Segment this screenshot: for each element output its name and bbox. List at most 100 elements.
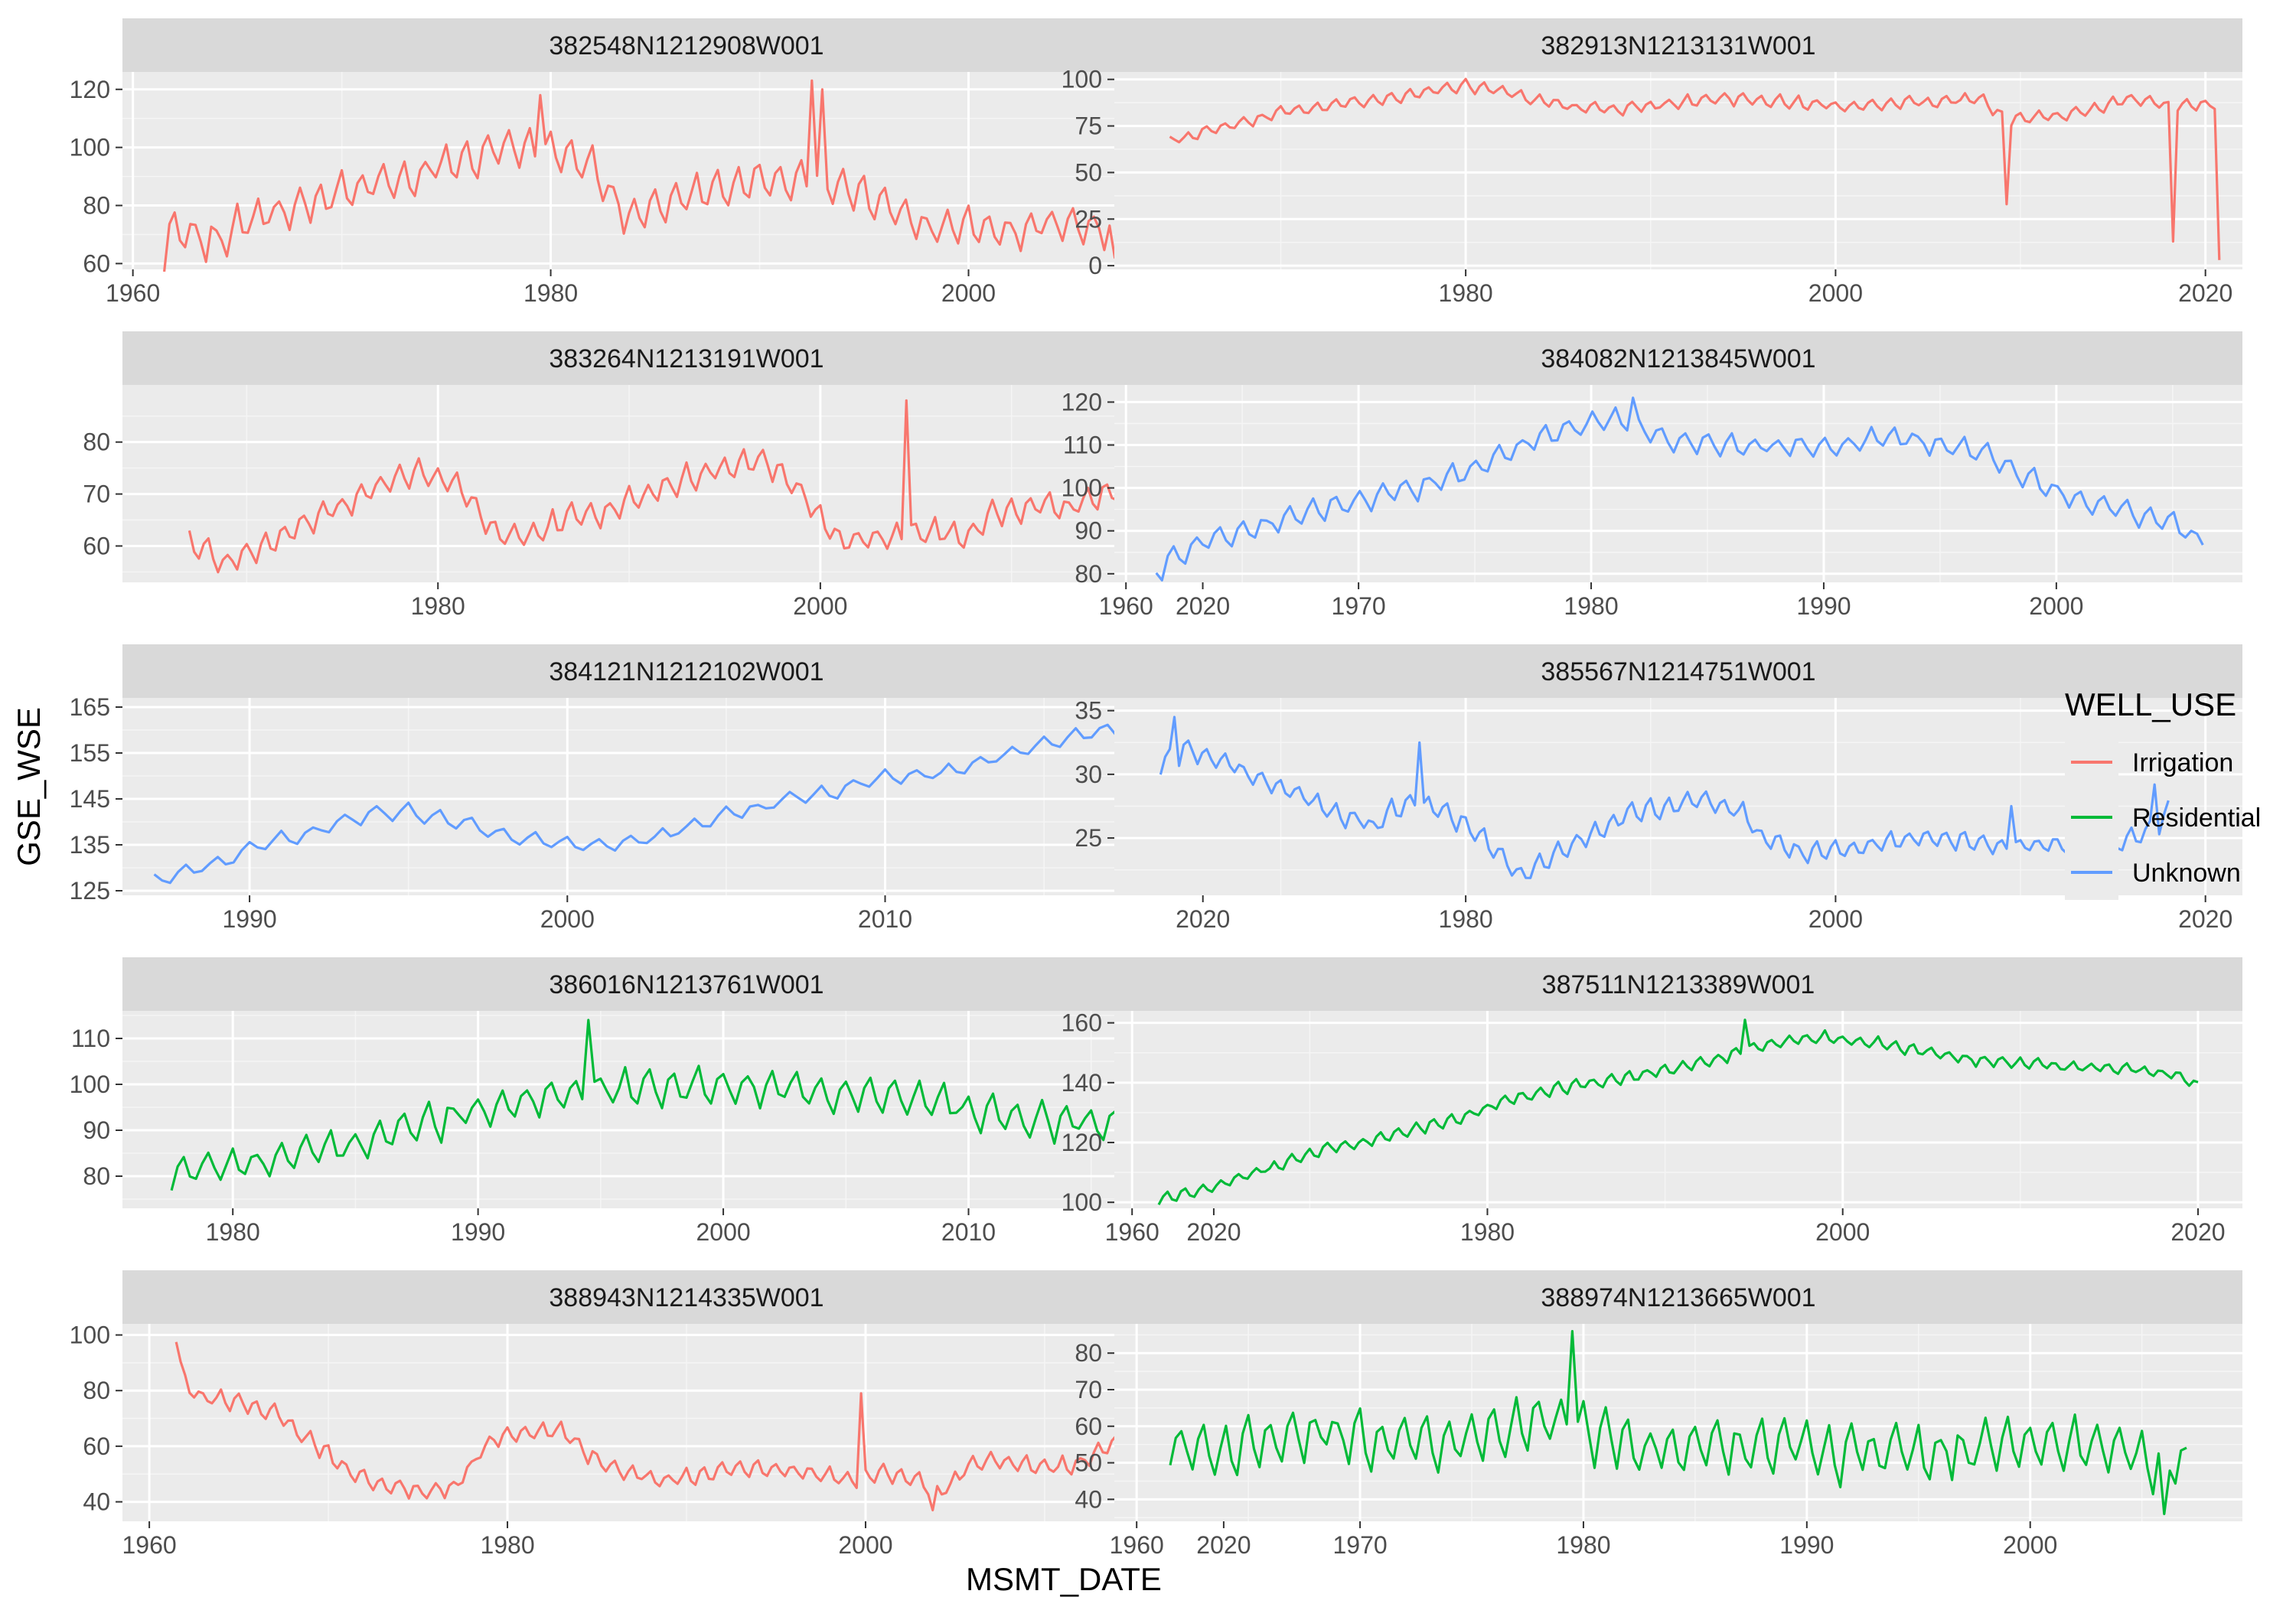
y-tick-label: 80 xyxy=(1075,1339,1102,1367)
x-tick-label: 1980 xyxy=(480,1531,534,1559)
facet-strip-label: 386016N1213761W001 xyxy=(549,970,823,999)
facet-panel: 383264N1213191W001 1980 2000 2020 60 70 80 xyxy=(83,331,1251,620)
facet-strip-label: 388943N1214335W001 xyxy=(549,1283,823,1312)
facet-strip xyxy=(122,644,1251,698)
gridlines xyxy=(122,698,1251,895)
y-tick-label: 75 xyxy=(1075,112,1102,140)
y-tick-label: 0 xyxy=(1088,252,1102,279)
facet-strip xyxy=(122,18,1251,72)
gridlines xyxy=(1114,385,2242,582)
y-tick-label: 70 xyxy=(83,481,110,508)
legend-entry: Residential xyxy=(2065,790,2261,845)
gridlines xyxy=(122,1324,1251,1521)
y-tick-label: 30 xyxy=(1075,761,1102,788)
legend: WELL_USE Irrigation Residential Unknown xyxy=(2065,686,2261,900)
y-tick-label: 140 xyxy=(1062,1069,1102,1097)
gridlines xyxy=(1114,72,2242,269)
facet-panel: 385567N1214751W001 1980 2000 2020 25 30 35 xyxy=(1075,644,2242,933)
x-tick-label: 1980 xyxy=(1439,279,1493,307)
y-tick-label: 80 xyxy=(83,429,110,456)
x-tick-label: 1990 xyxy=(1796,592,1851,620)
x-tick-label: 1960 xyxy=(1105,1218,1159,1246)
y-tick-label: 155 xyxy=(70,739,110,767)
legend-entry: Unknown xyxy=(2065,845,2241,900)
x-tick-label: 2000 xyxy=(1808,279,1863,307)
y-tick-label: 60 xyxy=(83,1433,110,1460)
y-tick-label: 165 xyxy=(70,693,110,721)
y-tick-label: 35 xyxy=(1075,697,1102,725)
x-tick-label: 2000 xyxy=(2003,1531,2057,1559)
facet-panel: 384121N1212102W001 1990 2000 2010 2020 125 135… xyxy=(70,644,1251,933)
x-tick-label: 1970 xyxy=(1332,592,1386,620)
y-tick-label: 125 xyxy=(70,877,110,905)
x-tick-label: 2020 xyxy=(1186,1218,1241,1246)
y-tick-label: 80 xyxy=(83,192,110,220)
x-tick-label: 2000 xyxy=(1815,1218,1870,1246)
y-tick-label: 100 xyxy=(70,1071,110,1098)
x-tick-label: 1990 xyxy=(451,1218,505,1246)
x-tick-label: 1960 xyxy=(1099,592,1153,620)
facet-strip xyxy=(122,957,1251,1011)
facet-strip-label: 384082N1213845W001 xyxy=(1541,344,1815,373)
facet-panel: 384082N1213845W001 1960 1970 1980 1990 2000 80… xyxy=(1062,331,2242,620)
x-tick-label: 1990 xyxy=(222,905,276,933)
x-tick-label: 1980 xyxy=(1556,1531,1610,1559)
facet-strip-label: 382548N1212908W001 xyxy=(549,31,823,60)
legend-entry: Irrigation xyxy=(2065,735,2233,790)
facet-strip-label: 387511N1213389W001 xyxy=(1542,970,1815,999)
x-tick-label: 1980 xyxy=(1460,1218,1515,1246)
x-tick-label: 2000 xyxy=(1808,905,1863,933)
x-tick-label: 2020 xyxy=(2178,279,2232,307)
legend-title: WELL_USE xyxy=(2065,686,2236,722)
x-tick-label: 2000 xyxy=(696,1218,750,1246)
facet-panel: 382548N1212908W001 1960 1980 2000 60 80 100 120 xyxy=(70,18,1251,307)
gridlines xyxy=(1114,698,2242,895)
facet-strip-label: 383264N1213191W001 xyxy=(549,344,823,373)
y-tick-label: 25 xyxy=(1075,205,1102,233)
legend-label: Irrigation xyxy=(2132,748,2233,777)
panel-background xyxy=(122,1011,1251,1208)
facet-panel: 386016N1213761W001 1980 1990 2000 2010 2020 80… xyxy=(70,957,1251,1246)
facet-strip-label: 382913N1213131W001 xyxy=(1541,31,1815,60)
y-tick-label: 100 xyxy=(1062,1188,1102,1216)
x-tick-label: 1960 xyxy=(1110,1531,1164,1559)
y-tick-label: 60 xyxy=(83,532,110,559)
x-axis-title: MSMT_DATE xyxy=(966,1561,1162,1597)
facet-strip xyxy=(1114,18,2242,72)
y-tick-label: 40 xyxy=(83,1488,110,1516)
x-tick-label: 2020 xyxy=(1196,1531,1251,1559)
y-tick-label: 80 xyxy=(83,1377,110,1404)
x-tick-label: 1960 xyxy=(106,279,160,307)
y-tick-label: 40 xyxy=(1075,1485,1102,1513)
x-tick-label: 1980 xyxy=(411,592,465,620)
y-tick-label: 70 xyxy=(1075,1376,1102,1403)
x-tick-label: 2020 xyxy=(2170,1218,2225,1246)
legend-entries: Irrigation Residential Unknown xyxy=(2065,735,2261,900)
y-tick-label: 120 xyxy=(1062,388,1102,416)
y-tick-label: 100 xyxy=(1062,66,1102,93)
y-tick-label: 60 xyxy=(1075,1413,1102,1440)
y-tick-label: 110 xyxy=(1063,432,1102,459)
y-tick-label: 120 xyxy=(1062,1129,1102,1156)
y-tick-label: 25 xyxy=(1075,824,1102,852)
y-tick-label: 145 xyxy=(70,785,110,813)
y-tick-label: 110 xyxy=(71,1025,110,1052)
y-tick-label: 160 xyxy=(1062,1009,1102,1037)
facet-strip-label: 388974N1213665W001 xyxy=(1541,1283,1815,1312)
x-tick-label: 1980 xyxy=(523,279,578,307)
x-tick-label: 2020 xyxy=(1176,905,1230,933)
y-tick-label: 90 xyxy=(1075,517,1102,545)
series-line xyxy=(1157,1019,2199,1206)
x-tick-label: 1980 xyxy=(1564,592,1618,620)
facet-strip xyxy=(122,1270,1251,1324)
facet-strip xyxy=(122,331,1251,385)
series-line xyxy=(1155,396,2204,582)
x-tick-label: 2000 xyxy=(2029,592,2083,620)
facet-strip xyxy=(1114,957,2242,1011)
x-tick-label: 1980 xyxy=(1439,905,1493,933)
series-line xyxy=(174,1341,1225,1512)
series-line xyxy=(163,79,1237,272)
x-tick-label: 2000 xyxy=(941,279,996,307)
panel-background xyxy=(1114,1011,2242,1208)
